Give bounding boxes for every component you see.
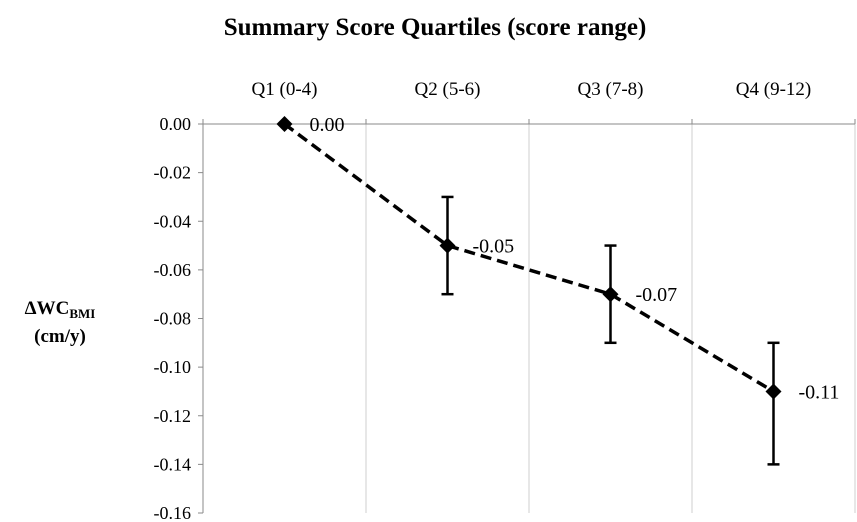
y-tick-label: -0.14 — [154, 454, 192, 474]
data-point — [439, 237, 456, 254]
y-axis-label-main: ΔWC — [25, 298, 70, 319]
y-tick-label: -0.06 — [154, 260, 192, 280]
y-axis-unit: (cm/y) — [34, 326, 86, 347]
data-label: 0.00 — [310, 114, 345, 136]
category-labels: Q1 (0-4) Q2 (5-6) Q3 (7-8) Q4 (9-12) — [252, 79, 812, 100]
y-axis-label: ΔWCBMI — [25, 298, 96, 321]
category-label: Q1 (0-4) — [252, 79, 318, 100]
data-labels: 0.00 -0.05 -0.07 -0.11 — [310, 114, 840, 403]
data-label: -0.11 — [799, 381, 840, 403]
data-point — [765, 383, 782, 400]
data-label: -0.05 — [473, 236, 515, 258]
series-line — [283, 122, 775, 393]
y-tick-label: -0.10 — [154, 357, 192, 377]
axis-layer — [198, 119, 856, 514]
data-point — [276, 116, 293, 132]
y-tick-label: -0.16 — [154, 503, 192, 522]
y-tick-label: -0.12 — [154, 406, 192, 426]
y-tick-label: -0.02 — [154, 163, 192, 183]
y-tick-label: 0.00 — [160, 114, 192, 134]
category-label: Q4 (9-12) — [736, 79, 811, 100]
y-tick-label: -0.04 — [154, 211, 192, 231]
grid-layer — [365, 124, 856, 513]
chart-title: Summary Score Quartiles (score range) — [224, 14, 647, 41]
data-point — [602, 286, 619, 303]
y-tick-labels: 0.00 -0.02 -0.04 -0.06 -0.08 -0.10 -0.12 -0.14 -… — [154, 114, 192, 522]
data-label: -0.07 — [636, 284, 678, 306]
category-label: Q2 (5-6) — [415, 79, 481, 100]
series-layer — [276, 116, 782, 400]
error-bars — [441, 195, 780, 466]
category-label: Q3 (7-8) — [578, 79, 644, 100]
y-axis-label-sub: BMI — [69, 306, 95, 321]
y-tick-label: -0.08 — [154, 309, 192, 329]
